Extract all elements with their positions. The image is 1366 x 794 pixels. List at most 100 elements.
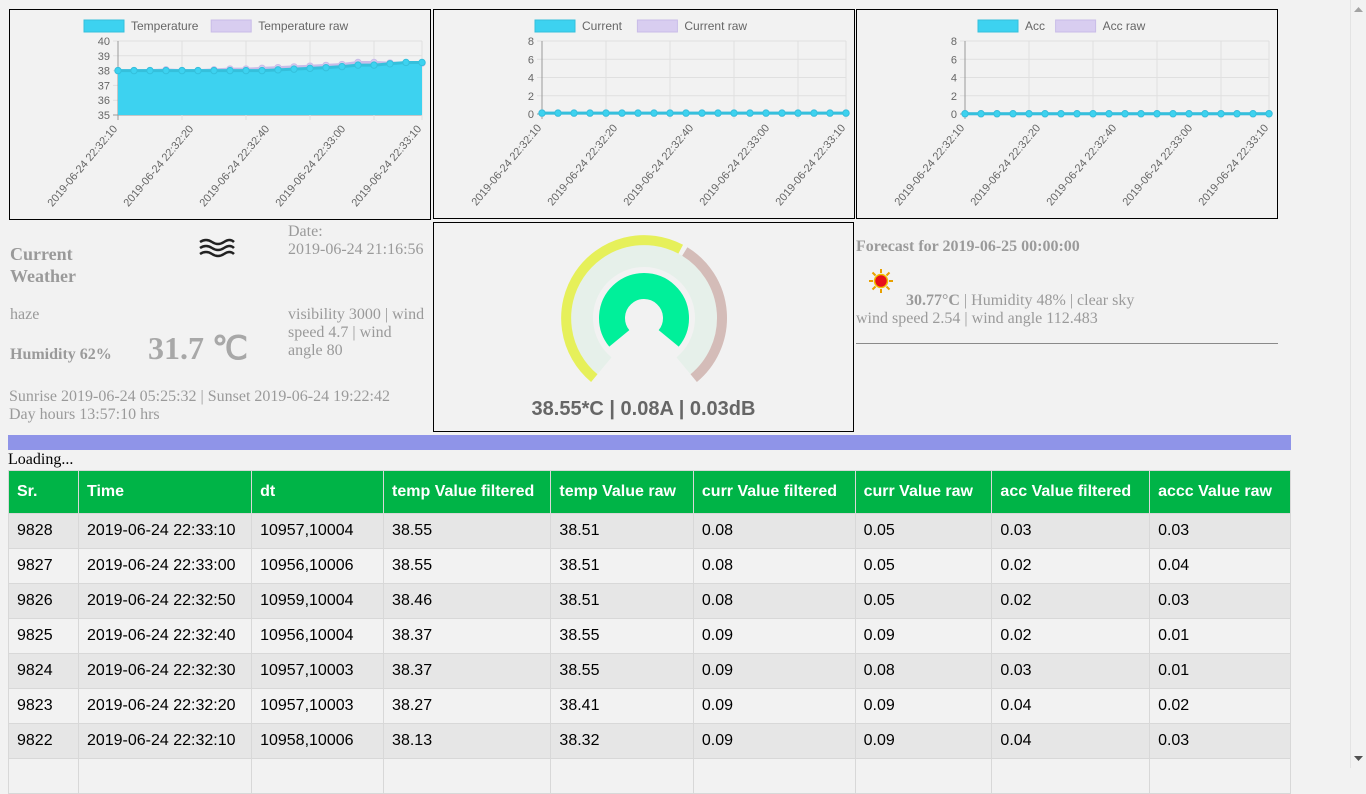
table-cell: 0.08 <box>854 653 993 689</box>
data-point[interactable] <box>114 66 122 75</box>
data-point[interactable] <box>1265 110 1273 118</box>
data-point[interactable] <box>194 66 202 75</box>
gauge-inner-track <box>571 245 717 375</box>
x-tick-label: 2019-06-24 22:32:10 <box>469 122 544 208</box>
data-point[interactable] <box>370 61 378 69</box>
table-cell <box>550 758 694 794</box>
data-point[interactable] <box>1025 110 1033 118</box>
legend-label[interactable]: Acc <box>1025 19 1045 33</box>
data-point[interactable] <box>746 109 754 117</box>
table-header-row: Sr. Time dt temp Value filtered temp Value r… <box>8 470 1291 514</box>
data-point[interactable] <box>650 109 658 117</box>
data-point[interactable] <box>242 66 250 75</box>
y-tick-label: 39 <box>98 51 110 63</box>
data-point[interactable] <box>682 109 690 117</box>
table-cell: 2019-06-24 22:32:30 <box>77 653 253 689</box>
data-point[interactable] <box>538 109 546 117</box>
data-point[interactable] <box>1105 110 1113 118</box>
scroll-down-arrow-icon[interactable] <box>1351 752 1366 766</box>
data-point[interactable] <box>1201 110 1209 118</box>
data-point[interactable] <box>794 109 802 117</box>
data-point[interactable] <box>602 109 610 117</box>
data-point[interactable] <box>130 66 138 75</box>
data-point[interactable] <box>386 60 394 68</box>
data-point[interactable] <box>1041 110 1049 118</box>
data-point[interactable] <box>1233 110 1241 118</box>
column-header: Sr. <box>8 470 79 514</box>
data-table: Sr. Time dt temp Value filtered temp Value r… <box>8 470 1291 794</box>
legend-label[interactable]: Temperature raw <box>258 19 348 33</box>
legend-swatch[interactable] <box>636 19 678 33</box>
data-point[interactable] <box>418 58 426 67</box>
data-point[interactable] <box>586 109 594 117</box>
legend-swatch[interactable] <box>210 19 252 33</box>
scroll-up-arrow-icon[interactable] <box>1351 2 1366 16</box>
data-point[interactable] <box>1057 110 1065 118</box>
legend-label[interactable]: Current raw <box>684 19 747 33</box>
progress-bar <box>8 435 1291 450</box>
legend-label[interactable]: Current <box>582 19 623 33</box>
data-point[interactable] <box>1137 110 1145 118</box>
data-point[interactable] <box>178 66 186 75</box>
data-point[interactable] <box>274 66 282 74</box>
legend-swatch[interactable] <box>1055 19 1097 33</box>
weather-title-line2: Weather <box>10 266 76 286</box>
weather-date-value: 2019-06-24 21:16:56 <box>288 241 424 258</box>
data-point[interactable] <box>634 109 642 117</box>
data-point[interactable] <box>226 66 234 75</box>
data-point[interactable] <box>810 109 818 117</box>
data-point[interactable] <box>402 58 410 67</box>
data-point[interactable] <box>714 109 722 117</box>
data-point[interactable] <box>210 66 218 75</box>
data-point[interactable] <box>698 109 706 117</box>
table-row: 9826 2019-06-24 22:32:50 10959,10004 38.46 3… <box>8 583 1291 619</box>
data-point[interactable] <box>1169 110 1177 118</box>
vertical-scrollbar[interactable] <box>1350 0 1366 768</box>
data-point[interactable] <box>306 64 314 73</box>
data-point[interactable] <box>1153 110 1161 118</box>
data-point[interactable] <box>554 109 562 117</box>
legend-swatch[interactable] <box>534 19 576 33</box>
data-point[interactable] <box>961 110 969 118</box>
data-point[interactable] <box>826 109 834 117</box>
data-point[interactable] <box>977 110 985 118</box>
legend-swatch[interactable] <box>977 19 1019 33</box>
data-point[interactable] <box>146 66 154 75</box>
data-point[interactable] <box>1073 110 1081 118</box>
data-point[interactable] <box>338 62 346 71</box>
temperature-chart: Temperature Temperature raw40393837363520… <box>45 19 426 209</box>
data-point[interactable] <box>666 109 674 117</box>
table-cell: 38.55 <box>383 548 552 584</box>
data-point[interactable] <box>290 65 298 73</box>
data-point[interactable] <box>1089 110 1097 118</box>
data-point[interactable] <box>762 109 770 117</box>
table-cell: 2019-06-24 22:33:00 <box>77 548 253 584</box>
data-point[interactable] <box>730 109 738 117</box>
y-tick-label: 35 <box>98 110 110 122</box>
legend-label[interactable]: Acc raw <box>1103 19 1146 33</box>
legend-swatch[interactable] <box>83 19 125 33</box>
data-point[interactable] <box>354 61 362 69</box>
data-point[interactable] <box>1249 110 1257 118</box>
data-point[interactable] <box>1121 110 1129 118</box>
table-cell: 0.08 <box>692 513 856 549</box>
weather-temperature: 31.7 ℃ <box>148 330 248 366</box>
data-point[interactable] <box>1009 110 1017 118</box>
data-point[interactable] <box>993 110 1001 118</box>
data-point[interactable] <box>162 66 170 75</box>
data-point[interactable] <box>1185 110 1193 118</box>
data-point[interactable] <box>258 66 266 75</box>
table-cell <box>1149 758 1291 794</box>
data-point[interactable] <box>570 109 578 117</box>
data-point[interactable] <box>778 109 786 117</box>
data-point[interactable] <box>842 109 850 117</box>
table-cell: 38.37 <box>383 653 552 689</box>
forecast-line1: 30.77°C | Humidity 48% | clear sky <box>906 292 1134 310</box>
data-point[interactable] <box>322 63 330 72</box>
weather-day-hours: Day hours 13:57:10 hrs <box>9 406 160 423</box>
legend-label[interactable]: Temperature <box>131 19 199 33</box>
data-point[interactable] <box>1217 110 1225 118</box>
gauge-inner-arc <box>599 273 689 347</box>
data-point[interactable] <box>618 109 626 117</box>
